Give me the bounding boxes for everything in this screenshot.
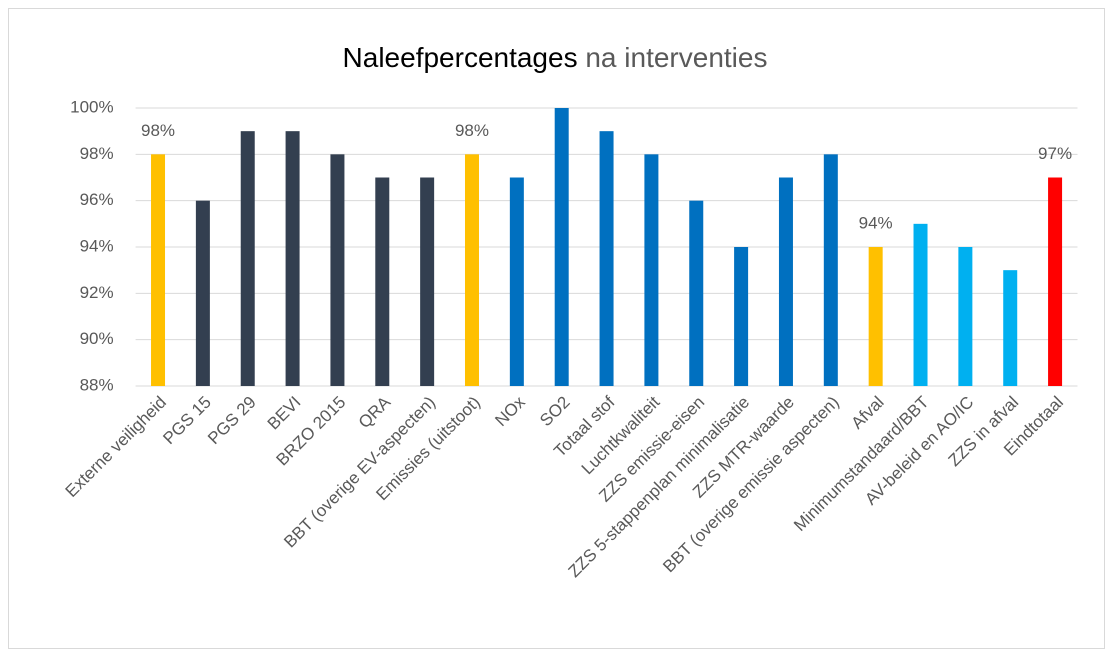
y-tick-label: 90% — [80, 329, 114, 348]
bar — [240, 131, 255, 386]
bar — [554, 108, 569, 386]
y-tick-label: 94% — [80, 236, 114, 255]
bar — [420, 177, 435, 386]
bar — [1048, 177, 1063, 386]
y-tick-label: 88% — [80, 375, 114, 394]
bar — [285, 131, 300, 386]
value-label: 98% — [141, 121, 175, 140]
bar — [464, 154, 479, 386]
title-main: Naleefpercentages — [343, 42, 578, 73]
value-label: 98% — [455, 121, 489, 140]
y-tick-label: 96% — [80, 190, 114, 209]
bar — [689, 200, 704, 386]
bar — [599, 131, 614, 386]
bar — [644, 154, 659, 386]
value-label: 97% — [1038, 144, 1072, 163]
bar — [1003, 270, 1018, 386]
y-tick-label: 100% — [70, 97, 113, 116]
bar — [778, 177, 793, 386]
bar — [913, 223, 928, 386]
bar — [151, 154, 166, 386]
bar — [509, 177, 524, 386]
bar — [734, 247, 749, 386]
bar — [195, 200, 210, 386]
bar — [375, 177, 390, 386]
y-tick-label: 98% — [80, 144, 114, 163]
value-label: 94% — [859, 213, 893, 232]
chart-title: Naleefpercentages na interventies — [343, 42, 768, 73]
bar — [958, 247, 973, 386]
y-tick-label: 92% — [80, 283, 114, 302]
title-rest: na interventies — [585, 42, 767, 73]
bar — [330, 154, 345, 386]
bar — [823, 154, 838, 386]
bar — [868, 247, 883, 386]
